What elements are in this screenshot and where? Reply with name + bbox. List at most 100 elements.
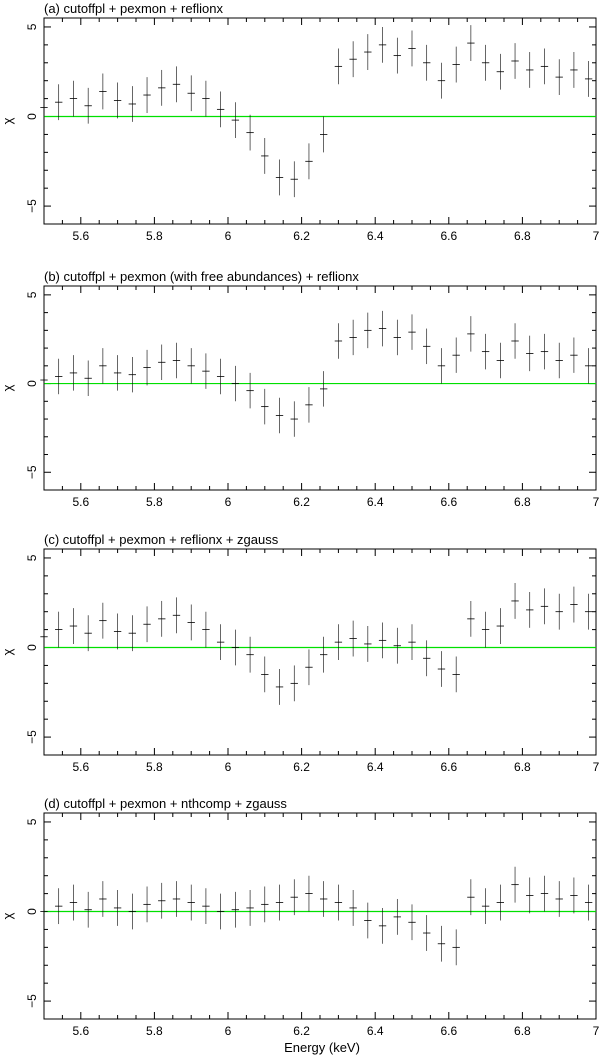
x-tick-label: 6 xyxy=(225,229,232,243)
x-tick-label: 6.4 xyxy=(367,1024,384,1038)
data-point xyxy=(526,52,534,88)
data-point xyxy=(584,593,593,630)
x-tick-label: 6.2 xyxy=(293,1024,310,1038)
data-point xyxy=(275,397,284,434)
data-point xyxy=(55,358,63,395)
data-point xyxy=(113,890,122,926)
data-point xyxy=(202,80,210,117)
y-tick-label: −5 xyxy=(25,199,39,213)
data-point xyxy=(540,48,549,85)
plot-frame xyxy=(43,285,597,491)
x-tick-label: 5.8 xyxy=(146,1024,163,1038)
data-point xyxy=(246,372,254,409)
data-point xyxy=(187,604,195,641)
y-tick-label: 5 xyxy=(25,818,39,825)
data-point xyxy=(158,882,166,919)
data-point xyxy=(496,342,504,379)
data-point xyxy=(99,602,107,639)
data-point xyxy=(555,59,563,96)
data-point xyxy=(320,116,328,153)
data-point xyxy=(511,866,519,903)
data-point xyxy=(423,328,431,365)
y-tick-label: −5 xyxy=(25,465,39,479)
data-point xyxy=(290,879,298,916)
data-point xyxy=(128,615,136,652)
data-point xyxy=(216,624,225,661)
data-point xyxy=(113,82,122,119)
data-point xyxy=(437,62,446,99)
x-tick-label: 6 xyxy=(225,760,232,774)
data-point xyxy=(143,886,151,923)
y-axis-label: χ xyxy=(0,384,15,391)
data-point xyxy=(231,891,240,928)
data-point xyxy=(452,46,460,83)
x-tick-label: 5.6 xyxy=(72,229,89,243)
data-point xyxy=(216,358,225,395)
x-tick-label: 6.8 xyxy=(514,495,531,509)
data-point xyxy=(84,615,92,652)
x-axis-label: Energy (keV) xyxy=(284,1040,360,1055)
data-point xyxy=(408,314,416,350)
data-point xyxy=(481,44,490,81)
data-point xyxy=(40,362,48,398)
x-tick-label: 6.2 xyxy=(293,495,310,509)
data-point xyxy=(275,159,284,196)
data-point xyxy=(202,888,210,925)
data-point xyxy=(481,611,490,648)
data-point xyxy=(526,877,534,914)
data-point xyxy=(393,37,401,74)
chart-panel-d: (d) cutoffpl + pexmon + nthcomp + zgauss… xyxy=(0,796,600,1038)
y-axis-label: χ xyxy=(0,912,15,919)
y-tick-label: −5 xyxy=(25,730,39,744)
data-point xyxy=(334,323,343,359)
plot-frame xyxy=(43,548,597,756)
data-point xyxy=(290,401,298,437)
x-tick-label: 6.2 xyxy=(293,229,310,243)
data-point xyxy=(437,925,446,962)
data-point xyxy=(364,902,372,939)
data-point xyxy=(305,387,313,423)
data-point xyxy=(69,884,78,921)
data-point xyxy=(69,608,78,644)
data-point xyxy=(187,75,195,112)
data-point xyxy=(349,620,357,657)
y-tick-label: 0 xyxy=(25,380,39,387)
plot-frame xyxy=(43,17,597,225)
data-point xyxy=(511,43,519,79)
chart-panel-a: (a) cutoffpl + pexmon + reflionx 5.6 5.8 6 6… xyxy=(0,1,600,243)
data-point xyxy=(349,890,357,926)
data-point xyxy=(55,84,63,121)
data-point xyxy=(275,669,284,705)
data-point xyxy=(408,30,416,67)
data-point xyxy=(349,41,357,78)
data-point xyxy=(40,618,48,655)
x-tick-label: 7 xyxy=(593,1024,600,1038)
chart-panel-c: (c) cutoffpl + pexmon + reflionx + zgaus… xyxy=(0,532,600,774)
data-point xyxy=(570,586,578,623)
data-point xyxy=(452,337,460,373)
y-tick-label: 0 xyxy=(25,908,39,915)
data-point xyxy=(40,89,48,126)
data-point xyxy=(378,310,387,347)
data-point xyxy=(55,888,63,925)
data-point xyxy=(584,884,593,921)
data-point xyxy=(437,348,446,384)
x-tick-label: 5.6 xyxy=(72,760,89,774)
x-tick-label: 5.8 xyxy=(146,760,163,774)
data-point xyxy=(349,319,357,356)
data-point xyxy=(584,348,593,384)
x-tick-label: 6.4 xyxy=(367,760,384,774)
data-point xyxy=(99,881,107,917)
data-point xyxy=(69,80,78,117)
data-point xyxy=(320,371,328,407)
data-point xyxy=(187,884,195,921)
data-point xyxy=(128,893,136,930)
x-tick-label: 6 xyxy=(225,1024,232,1038)
data-point xyxy=(55,611,63,648)
data-point xyxy=(202,353,210,389)
data-point xyxy=(261,388,269,425)
x-tick-label: 6 xyxy=(225,495,232,509)
data-point xyxy=(555,342,563,379)
data-point xyxy=(378,907,387,944)
